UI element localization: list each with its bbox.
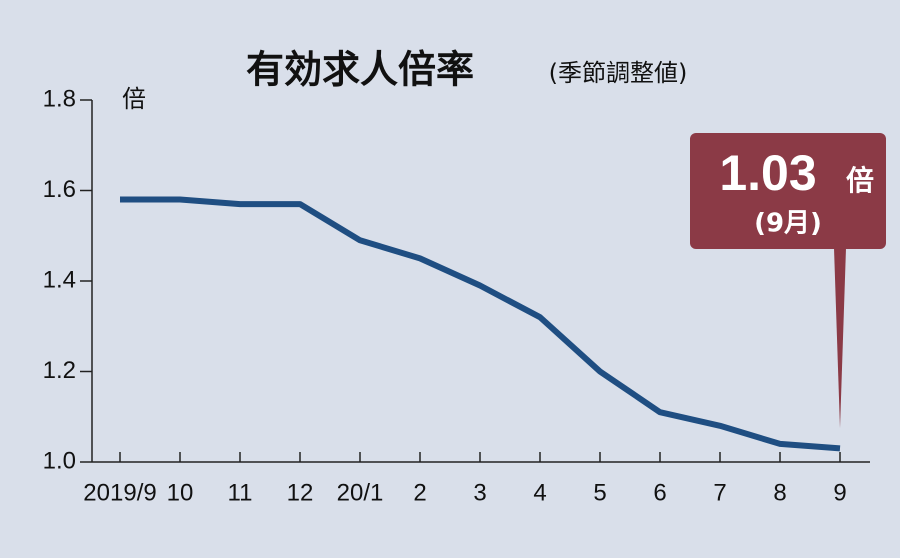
- y-unit: 倍: [122, 85, 146, 113]
- annotation-value: 1.03: [719, 145, 816, 201]
- x-tick-label: 20/1: [337, 479, 384, 506]
- annotation-box: [690, 133, 886, 249]
- x-tick-label: 11: [228, 479, 253, 506]
- y-tick-label: 1.6: [43, 176, 76, 203]
- annotation-unit: 倍: [846, 164, 874, 197]
- y-tick-label: 1.0: [43, 447, 76, 474]
- annotation-note: (9月): [754, 209, 822, 239]
- x-tick-label: 7: [713, 479, 726, 506]
- x-tick-label: 12: [287, 479, 314, 506]
- x-tick-label: 6: [653, 479, 666, 506]
- data-line: [120, 196, 841, 452]
- x-tick-label: 2: [413, 479, 426, 506]
- x-tick-label: 4: [533, 479, 546, 506]
- chart-subtitle: (季節調整値): [549, 59, 688, 87]
- x-tick-label: 5: [593, 479, 606, 506]
- y-tick-label: 1.8: [43, 85, 76, 112]
- x-tick-label: 10: [167, 479, 194, 506]
- x-tick-label: 2019/9: [83, 479, 156, 506]
- x-tick-label: 8: [773, 479, 786, 506]
- x-tick-label: 3: [473, 479, 486, 506]
- y-tick-label: 1.2: [43, 357, 76, 384]
- annotation-pointer: [834, 248, 846, 429]
- y-tick-label: 1.4: [43, 266, 76, 293]
- chart-title: 有効求人倍率: [246, 48, 474, 92]
- x-tick-label: 9: [833, 479, 846, 506]
